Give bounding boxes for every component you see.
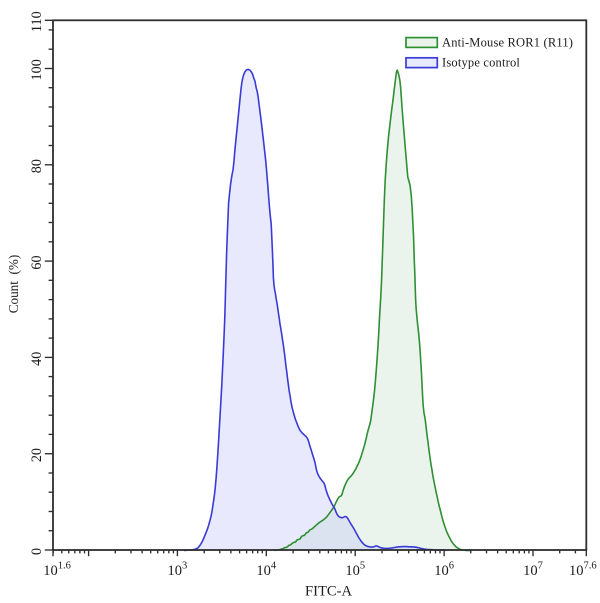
svg-text:Anti-Mouse ROR1 (R11): Anti-Mouse ROR1 (R11) — [442, 35, 573, 49]
svg-text:20: 20 — [29, 448, 45, 462]
svg-text:FITC-A: FITC-A — [305, 584, 352, 600]
svg-text:110: 110 — [29, 11, 45, 32]
svg-text:0: 0 — [29, 548, 45, 555]
svg-text:Isotype control: Isotype control — [442, 56, 520, 70]
svg-text:Count (%): Count (%) — [6, 255, 21, 314]
svg-text:100: 100 — [29, 59, 45, 80]
svg-text:60: 60 — [29, 255, 45, 269]
svg-text:80: 80 — [29, 159, 45, 173]
svg-text:40: 40 — [29, 352, 45, 366]
